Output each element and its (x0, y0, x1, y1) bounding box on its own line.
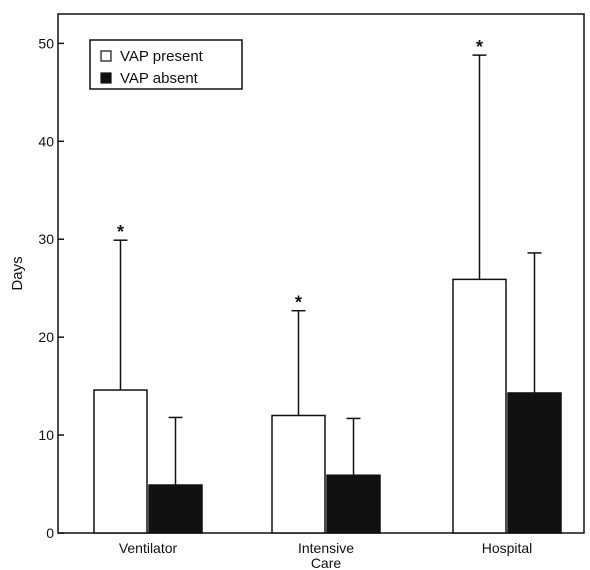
y-axis-title: Days (9, 256, 26, 290)
legend-label: VAP present (120, 48, 204, 65)
legend: VAP present VAP absent (89, 39, 243, 90)
y-tick-label: 50 (38, 35, 54, 51)
y-tick-label: 10 (38, 427, 54, 443)
bar-vap-absent (326, 474, 381, 534)
x-category-label: Intensive Care (298, 540, 354, 570)
y-tick-label: 30 (38, 231, 54, 247)
bar-vap-present (93, 389, 148, 534)
y-axis-ticks: 0 10 20 30 40 50 (38, 35, 64, 541)
x-axis-category-labels: Ventilator Intensive Care Hospital (119, 540, 532, 570)
bar-vap-present (271, 414, 326, 534)
legend-swatch (100, 72, 112, 84)
y-tick-label: 40 (38, 133, 54, 149)
significance-asterisk: * (117, 222, 124, 242)
x-category-label: Hospital (482, 540, 533, 556)
y-tick-label: 20 (38, 329, 54, 345)
x-category-label: Ventilator (119, 540, 178, 556)
bar-vap-absent (148, 484, 203, 534)
bar-vap-present (452, 278, 507, 534)
y-tick-label: 0 (46, 525, 54, 541)
bar-group: * * * (93, 37, 562, 534)
bar-vap-absent (507, 392, 562, 534)
significance-asterisk: * (295, 293, 302, 313)
legend-swatch (100, 50, 112, 62)
legend-box (89, 39, 243, 90)
legend-label: VAP absent (120, 70, 199, 87)
significance-asterisk: * (476, 37, 483, 57)
